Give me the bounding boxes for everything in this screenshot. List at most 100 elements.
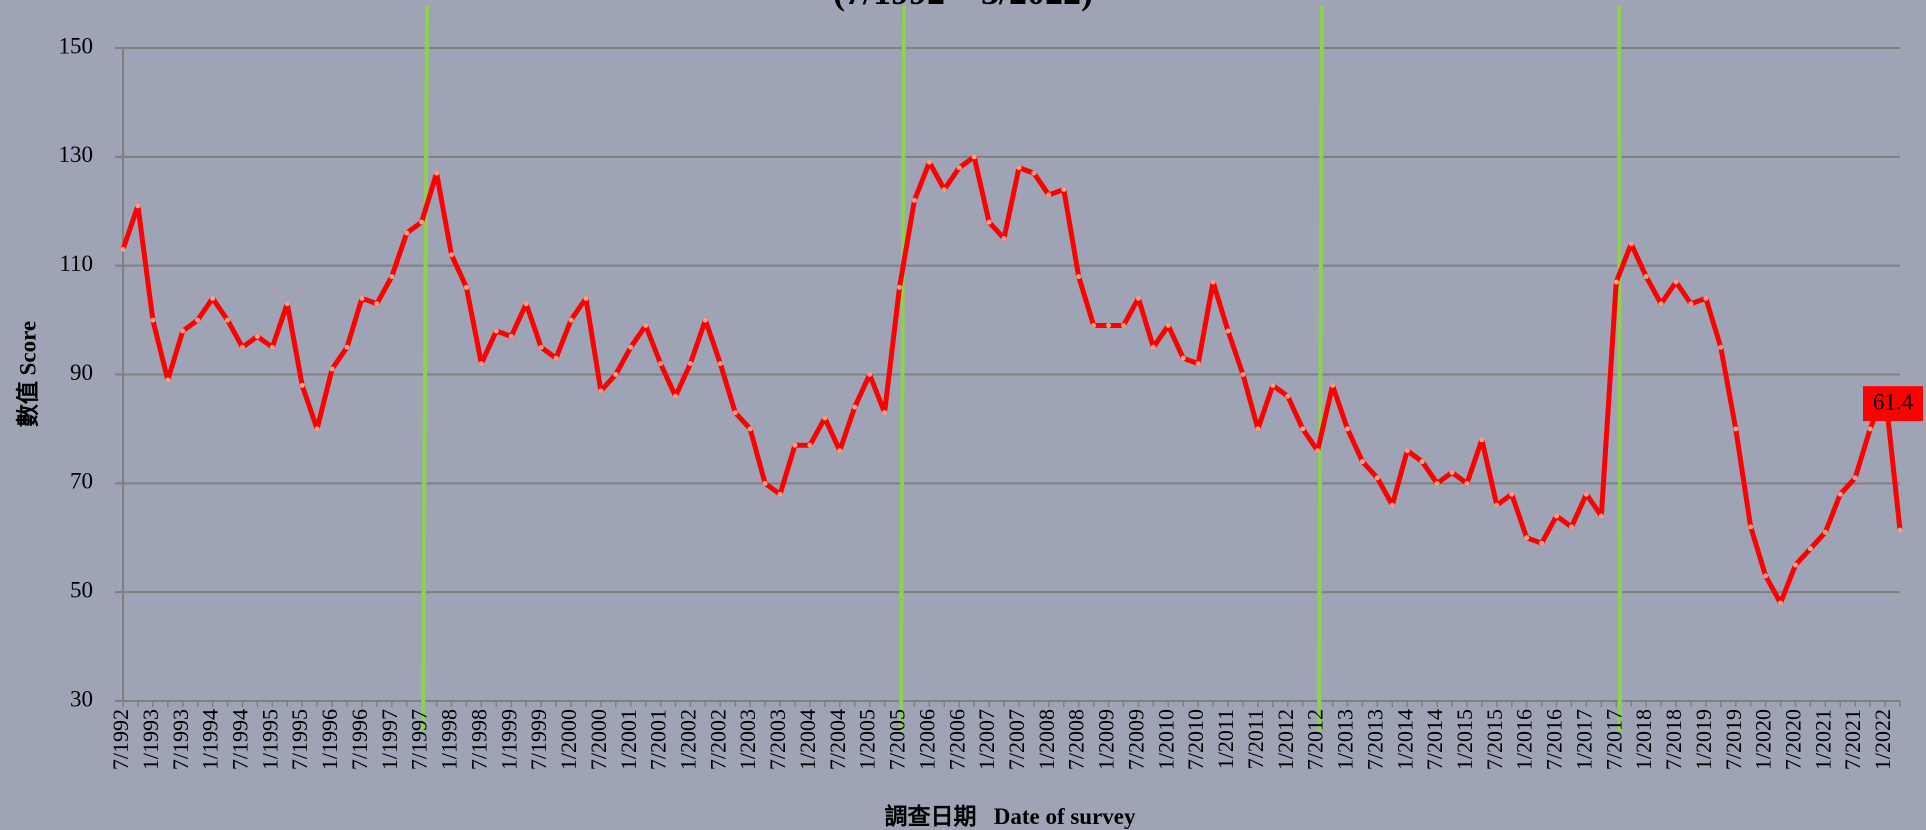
point: [1703, 295, 1709, 301]
point: [583, 295, 589, 301]
x-tick-label: 1/2003: [735, 709, 760, 770]
point: [1195, 361, 1201, 367]
point: [299, 382, 305, 388]
x-tick-label: 7/2013: [1362, 709, 1387, 770]
point: [1733, 426, 1739, 432]
point: [284, 301, 290, 307]
point: [1300, 426, 1306, 432]
point: [1628, 241, 1634, 247]
end-label: 61.4: [1873, 389, 1914, 414]
line: [120, 154, 1903, 606]
point: [314, 426, 320, 432]
event-line: [899, 5, 906, 732]
point: [1165, 323, 1171, 329]
point: [628, 344, 634, 350]
end-label-box: [1863, 386, 1923, 422]
point: [254, 333, 260, 339]
event-line: [1317, 5, 1324, 732]
x-tick-label: 7/1994: [228, 709, 253, 770]
point: [986, 219, 992, 225]
point: [1434, 480, 1440, 486]
point: [1120, 323, 1126, 329]
point: [837, 448, 843, 454]
point: [1344, 426, 1350, 432]
x-tick-label: 7/2006: [944, 709, 969, 770]
point: [1688, 301, 1694, 307]
x-tick-label: 7/2004: [825, 709, 850, 770]
point: [463, 284, 469, 290]
x-tick-label: 7/1997: [407, 709, 432, 770]
point: [1180, 355, 1186, 361]
event-lines: [421, 5, 1622, 732]
x-tick-label: 7/2002: [705, 709, 730, 770]
x-tick-label: 1/1999: [496, 709, 521, 770]
point: [478, 361, 484, 367]
point: [1479, 437, 1485, 443]
point: [1763, 573, 1769, 579]
y-axis-title: 數值 Score: [14, 321, 40, 427]
point: [1583, 491, 1589, 497]
point: [1031, 170, 1037, 176]
x-tick-label: 1/2010: [1153, 709, 1178, 770]
point: [643, 323, 649, 329]
x-tick-label: 1/2006: [914, 709, 939, 770]
point: [1359, 459, 1365, 465]
point: [1091, 323, 1097, 329]
point: [419, 219, 425, 225]
point: [225, 317, 231, 323]
point: [1374, 475, 1380, 481]
point: [971, 154, 977, 160]
x-tick-label: 1/2000: [556, 709, 581, 770]
point: [493, 328, 499, 334]
point: [523, 301, 529, 307]
x-tick-label: 7/2010: [1183, 709, 1208, 770]
point: [1792, 562, 1798, 568]
y-tick-label: 50: [70, 577, 93, 602]
point: [1210, 279, 1216, 285]
point: [1076, 274, 1082, 280]
point: [1778, 600, 1784, 606]
point: [180, 328, 186, 334]
point: [1016, 165, 1022, 171]
point: [1270, 382, 1276, 388]
point: [165, 377, 171, 383]
point: [135, 203, 141, 209]
x-tick-label: 7/2001: [646, 709, 671, 770]
x-tick-label: 7/2020: [1781, 709, 1806, 770]
point: [239, 344, 245, 350]
x-tick-label: 1/2015: [1452, 709, 1477, 770]
point: [1509, 491, 1515, 497]
point: [807, 442, 813, 448]
point: [120, 246, 126, 252]
point: [1046, 192, 1052, 198]
point: [792, 442, 798, 448]
x-tick-label: 7/1992: [108, 709, 133, 770]
x-tick-label: 1/2012: [1273, 709, 1298, 770]
point: [702, 317, 708, 323]
x-tick-label: 7/1998: [466, 709, 491, 770]
x-tick-label: 1/1995: [257, 709, 282, 770]
x-tick-label: 7/2014: [1422, 709, 1447, 770]
point: [1106, 323, 1112, 329]
point: [1807, 546, 1813, 552]
x-tick-label: 7/1993: [168, 709, 193, 770]
x-tick-label: 1/1993: [138, 709, 163, 770]
point: [882, 410, 888, 416]
point: [1598, 513, 1604, 519]
point: [1255, 426, 1261, 432]
point: [389, 274, 395, 280]
point: [1225, 328, 1231, 334]
point: [210, 295, 216, 301]
point: [508, 333, 514, 339]
point: [1389, 502, 1395, 508]
point: [359, 295, 365, 301]
point: [329, 366, 335, 372]
point: [553, 355, 559, 361]
x-tick-label: 1/2008: [1034, 709, 1059, 770]
x-tick-label: 1/2017: [1571, 709, 1596, 770]
x-tick-label: 1/2021: [1810, 709, 1835, 770]
y-tick-label: 130: [59, 142, 94, 167]
point: [852, 404, 858, 410]
